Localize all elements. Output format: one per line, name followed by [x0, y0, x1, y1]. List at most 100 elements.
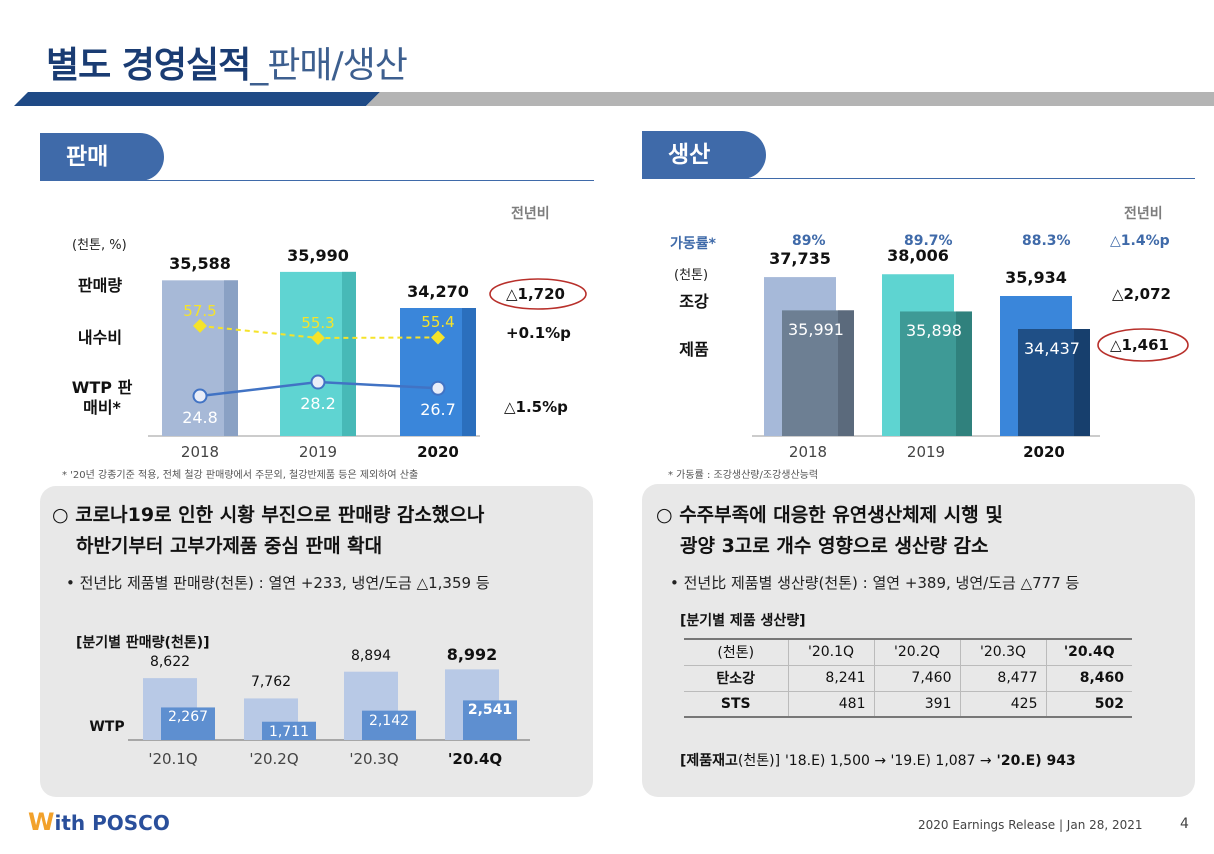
domestic-ratio-point: [311, 331, 325, 345]
production-section-tab: 생산: [642, 131, 766, 179]
production-annual-chart: [752, 274, 1100, 437]
sales-volume-bar-side: [342, 271, 356, 436]
product-value: 35,898: [906, 321, 962, 341]
table-cell: (천톤): [684, 638, 789, 666]
production-year-label: 2020: [1023, 443, 1065, 461]
quarterly-wtp-bar: [262, 721, 316, 740]
page-number: 4: [1180, 816, 1189, 832]
table-cell: STS: [684, 691, 789, 718]
wtp-ratio-value: 24.8: [182, 408, 218, 427]
sales-quarterly-title: [분기별 판매량(천톤)]: [76, 635, 210, 651]
production-year-label: 2018: [788, 443, 828, 461]
sales-headline: ○ 코로나19로 인한 시황 부진으로 판매량 감소했으나 하반기부터 고부가제…: [52, 500, 484, 562]
table-cell: 8,460: [1046, 665, 1132, 692]
wtp-ratio-point: [192, 388, 208, 404]
sales-year-label: 2018: [180, 443, 220, 461]
quarterly-total-value: 8,894: [350, 647, 392, 664]
circle-bullet-icon: ○: [656, 504, 680, 526]
inventory-line: [제품재고(천톤)] '18.E) 1,500 → '19.E) 1,087 →…: [680, 753, 1076, 769]
domestic-ratio-value: 57.5: [183, 301, 217, 320]
release-info: 2020 Earnings Release | Jan 28, 2021: [918, 818, 1143, 832]
quarterly-wtp-value: 2,541: [467, 702, 513, 719]
production-yoy-circle: [1097, 328, 1189, 362]
production-product-label: 제품: [679, 340, 709, 359]
posco-logo: With POSCO: [28, 808, 170, 836]
product-value: 35,991: [788, 320, 844, 340]
product-value: 34,437: [1024, 339, 1080, 358]
sales-volume-value: 34,270: [407, 282, 469, 301]
wtp-ratio-point: [310, 374, 326, 390]
quarterly-wtp-bar: [362, 710, 416, 740]
wtp-ratio-value: 26.7: [420, 400, 456, 420]
table-cell: '20.2Q: [874, 638, 961, 666]
crude-steel-value: 38,006: [887, 246, 949, 266]
production-yoy-head: 전년비: [1124, 206, 1163, 222]
table-header-row: (천톤) '20.1Q '20.2Q '20.3Q '20.4Q: [684, 638, 1132, 666]
table-cell: 425: [960, 691, 1047, 718]
sales-yoy-circle: [489, 278, 587, 310]
quarterly-wtp-value: 1,711: [268, 723, 310, 740]
production-section-line: [642, 178, 1195, 179]
table-cell: 391: [874, 691, 961, 718]
sales-volume-bar-side: [462, 308, 476, 436]
sales-quarterly-wtp-label: WTP: [89, 719, 125, 735]
table-cell: 502: [1046, 691, 1132, 718]
sales-summary-box: [40, 486, 593, 797]
production-headline-line-1: ○ 수주부족에 대응한 유연생산체제 시행 및: [656, 504, 1003, 526]
utilization-label: 가동률*: [670, 236, 716, 252]
production-bullet: • 전년比 제품별 생산량(천톤) : 열연 +389, 냉연/도금 △777 …: [670, 574, 1080, 592]
title-underline: [14, 92, 1214, 106]
sales-annual-chart: [148, 271, 480, 437]
sales-quarterly-chart: [128, 669, 530, 741]
sales-bullet: • 전년比 제품별 판매량(천톤) : 열연 +233, 냉연/도금 △1,35…: [66, 574, 490, 592]
wtp-ratio-value: 28.2: [300, 394, 336, 414]
product-bar-side: [838, 310, 854, 436]
table-cell: 481: [788, 691, 875, 718]
sales-year-label: 2020: [417, 443, 459, 461]
dot-bullet-icon: •: [670, 574, 684, 592]
production-headline-line-2: 광양 3고로 개수 영향으로 생산량 감소: [680, 535, 989, 557]
utilization-yoy: △1.4%p: [1110, 233, 1170, 249]
sales-yoy-head: 전년비: [511, 206, 550, 222]
utilization-2020: 88.3%: [1022, 233, 1071, 249]
domestic-ratio-point: [193, 318, 207, 333]
page-title: 별도 경영실적_판매/생산: [46, 36, 408, 88]
quarterly-label: '20.2Q: [249, 750, 299, 768]
production-unit: (천톤): [674, 268, 709, 283]
sales-domestic-label: 내수비: [77, 328, 123, 347]
production-yoy-product: △1,461: [1110, 336, 1169, 354]
crude-steel-value: 35,934: [1005, 268, 1067, 287]
table-cell: 7,460: [874, 665, 961, 692]
sales-headline-line-2: 하반기부터 고부가제품 중심 판매 확대: [76, 535, 383, 557]
table-row: STS 481 391 425 502: [684, 691, 1132, 718]
page-title-sub: _판매/생산: [250, 45, 408, 86]
table-cell: '20.1Q: [788, 638, 875, 666]
quarterly-label: '20.4Q: [447, 750, 503, 768]
quarterly-total-value: 8,992: [446, 645, 498, 665]
quarterly-total-value: 7,762: [250, 674, 292, 691]
domestic-ratio-value: 55.3: [301, 314, 335, 332]
crude-steel-value: 37,735: [769, 249, 831, 269]
quarterly-label: '20.3Q: [349, 750, 399, 768]
sales-yoy-volume: △1,720: [506, 285, 565, 303]
production-footnote: * 가동률 : 조강생산량/조강생산능력: [668, 470, 819, 481]
product-bar-side: [956, 311, 972, 436]
sales-volume-value: 35,588: [169, 254, 231, 274]
sales-wtp-label: WTP 판매비*: [71, 378, 133, 417]
production-quarterly-title: [분기별 제품 생산량]: [680, 613, 806, 629]
dot-bullet-icon: •: [66, 574, 80, 592]
page-title-main: 별도 경영실적: [46, 45, 251, 86]
sales-section-tab: 판매: [40, 133, 164, 181]
sales-section-line: [40, 180, 594, 181]
sales-headline-line-1: ○ 코로나19로 인한 시황 부진으로 판매량 감소했으나: [52, 504, 485, 526]
production-quarterly-table: (천톤) '20.1Q '20.2Q '20.3Q '20.4Q 탄소강 8,2…: [684, 638, 1132, 718]
production-crude-label: 조강: [679, 292, 709, 311]
production-year-label: 2019: [906, 443, 946, 461]
quarterly-label: '20.1Q: [148, 750, 198, 768]
production-headline: ○ 수주부족에 대응한 유연생산체제 시행 및 광양 3고로 개수 영향으로 생…: [656, 500, 1003, 562]
quarterly-total-value: 8,622: [149, 654, 191, 671]
table-cell: '20.4Q: [1046, 638, 1132, 666]
sales-unit: (천톤, %): [72, 238, 127, 253]
quarterly-wtp-bar: [463, 700, 517, 740]
sales-volume-label: 판매량: [77, 276, 123, 295]
